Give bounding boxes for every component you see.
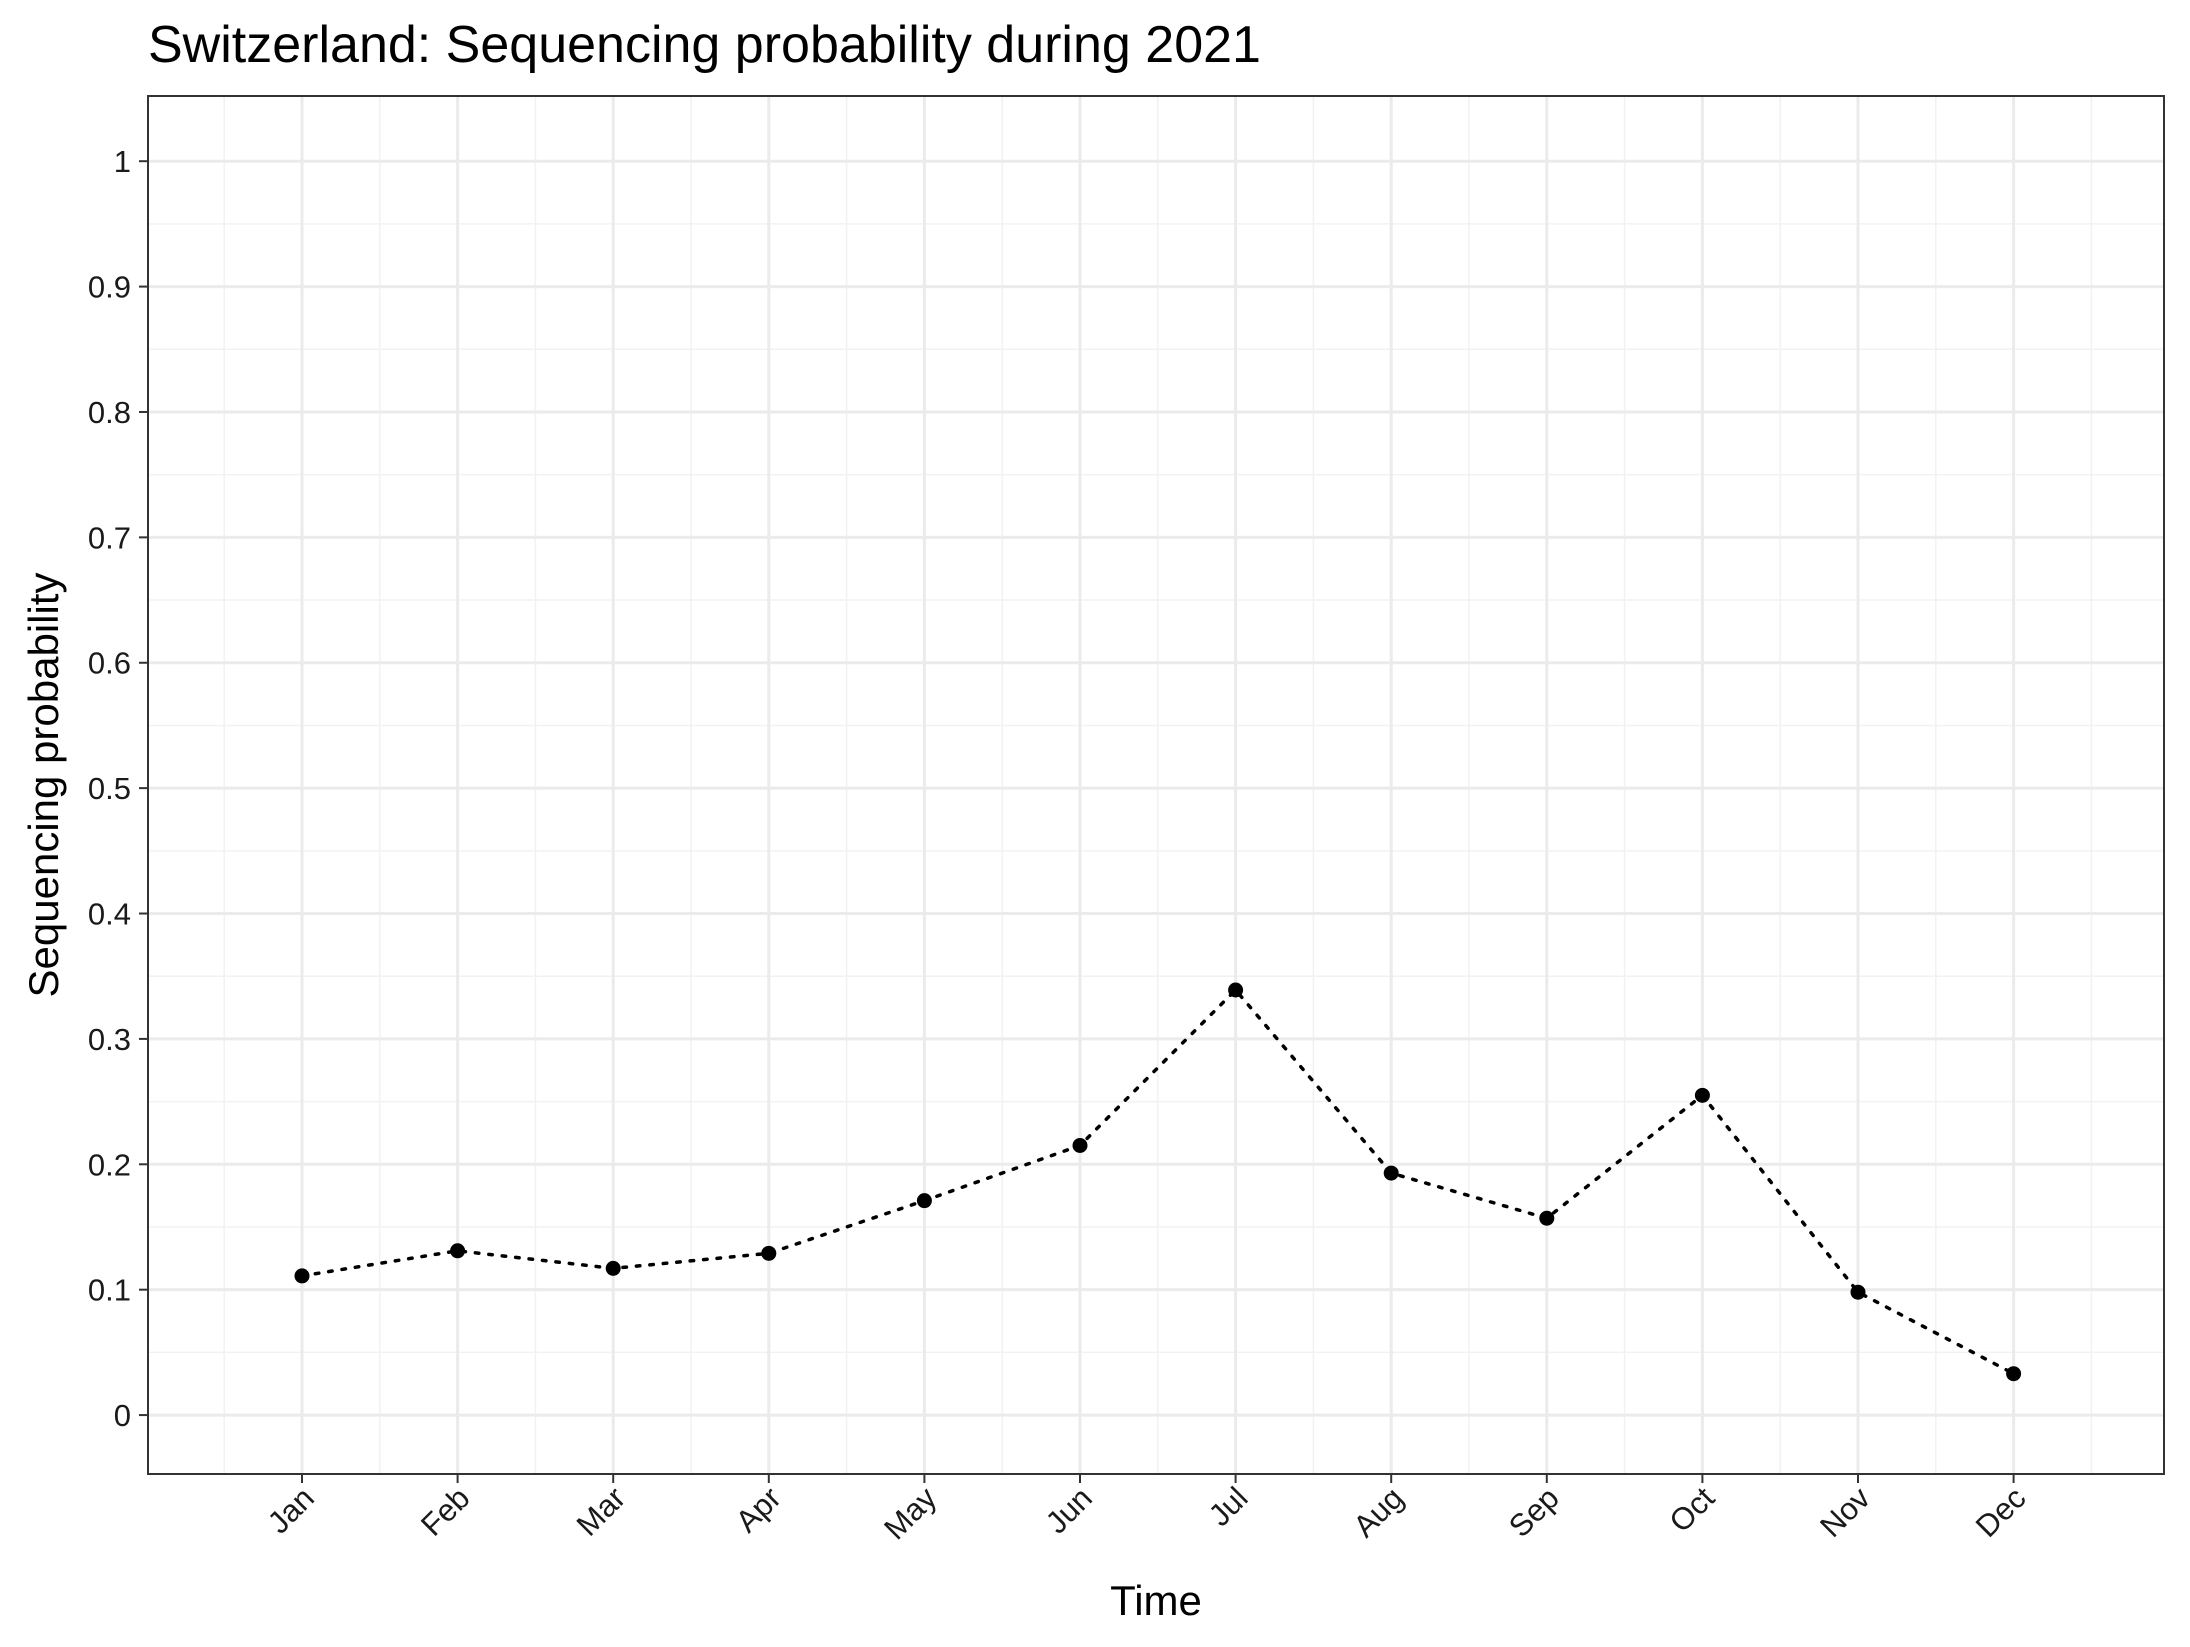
y-tick-label: 0.1 (88, 1273, 131, 1308)
data-point-feb (450, 1243, 466, 1259)
y-tick-label: 0 (114, 1398, 131, 1433)
data-point-oct (1694, 1087, 1710, 1103)
data-point-apr (761, 1245, 777, 1261)
series-layer (294, 982, 2022, 1382)
y-tick-label: 0.6 (88, 646, 131, 681)
data-point-sep (1539, 1210, 1555, 1226)
data-point-nov (1850, 1284, 1866, 1300)
chart-title: Switzerland: Sequencing probability duri… (148, 16, 1261, 74)
y-tick-label: 0.2 (88, 1147, 131, 1182)
y-tick-label: 0.8 (88, 395, 131, 430)
y-tick-label: 0.4 (88, 897, 131, 932)
y-tick-label: 0.9 (88, 270, 131, 305)
y-tick-label: 0.3 (88, 1022, 131, 1057)
grid (148, 96, 2164, 1474)
data-point-jan (294, 1268, 310, 1284)
data-point-aug (1383, 1165, 1399, 1181)
data-point-mar (605, 1260, 621, 1276)
panel-border (147, 95, 2165, 1475)
data-point-may (916, 1193, 932, 1209)
series-line (300, 987, 2016, 1376)
x-axis-title: Time (1110, 1577, 1202, 1624)
data-point-dec (2006, 1366, 2022, 1382)
data-point-jul (1228, 982, 1244, 998)
data-point-jun (1072, 1137, 1088, 1153)
y-tick-label: 0.7 (88, 520, 131, 555)
y-tick-label: 0.5 (88, 771, 131, 806)
y-axis-title: Sequencing probability (20, 573, 67, 998)
y-tick-label: 1 (114, 144, 131, 179)
